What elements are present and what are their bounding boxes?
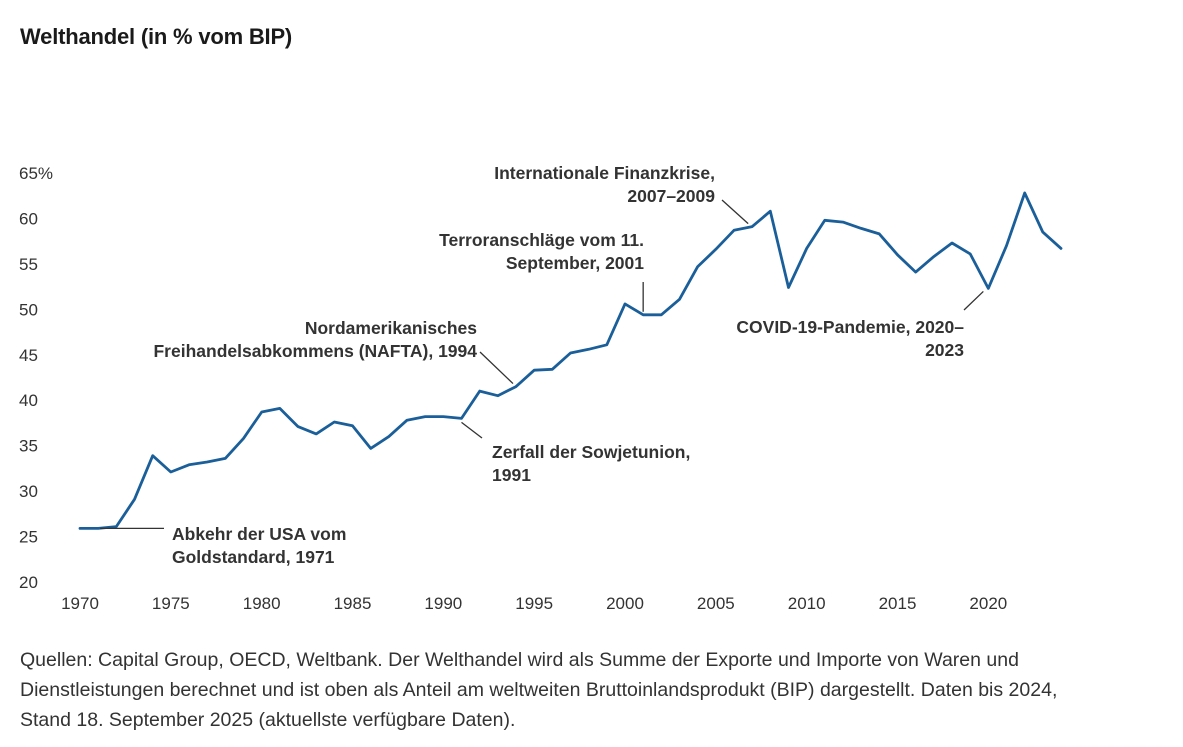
x-tick-label: 2005 (697, 594, 735, 613)
x-tick-label: 1995 (515, 594, 553, 613)
y-tick-label: 40 (19, 391, 38, 410)
chart-title: Welthandel (in % vom BIP) (20, 24, 293, 49)
annotation-label-line: Abkehr der USA vom (172, 524, 346, 544)
annotation-leader-line (963, 290, 984, 311)
annotation-label-line: 2007–2009 (627, 186, 715, 206)
chart-annotations: Abkehr der USA vom Goldstandard, 1971 Zerf… (100, 163, 984, 567)
annotation-label: Abkehr der USA vom Goldstandard, 1971 (172, 524, 346, 567)
chart-series (78, 191, 1063, 530)
source-footnote: Quellen: Capital Group, OECD, Weltbank. … (20, 649, 1058, 731)
y-tick-label: 20 (19, 573, 38, 592)
y-tick-label: 25 (19, 528, 38, 547)
annotation-label-line: 1991 (492, 465, 531, 485)
y-tick-label: 30 (19, 482, 38, 501)
x-tick-label: 2000 (606, 594, 644, 613)
x-tick-label: 1985 (334, 594, 372, 613)
x-tick-label: 2015 (879, 594, 917, 613)
annotation-label-line: Freihandelsabkommens (NAFTA), 1994 (153, 341, 477, 361)
annotation-label: Zerfall der Sowjetunion, 1991 (492, 442, 690, 485)
x-tick-label: 1975 (152, 594, 190, 613)
annotation-leader-line (479, 351, 514, 385)
annotation-label-line: Terroranschläge vom 11. (439, 230, 644, 250)
annotation-label: COVID-19-Pandemie, 2020– 2023 (736, 317, 964, 360)
annotation-label-line: Nordamerikanisches (305, 318, 477, 338)
series-line (78, 191, 1063, 530)
annotation-label-line: Internationale Finanzkrise, (494, 163, 715, 183)
annotation-label-line: COVID-19-Pandemie, 2020– (736, 317, 964, 337)
y-tick-label: 55 (19, 255, 38, 274)
annotation-label-line: September, 2001 (506, 253, 644, 273)
x-tick-label: 1970 (61, 594, 99, 613)
annotation-label-line: 2023 (925, 340, 964, 360)
annotation-label: Internationale Finanzkrise, 2007–2009 (494, 163, 715, 206)
y-tick-label: 50 (19, 300, 38, 319)
annotation-leader-line (461, 421, 483, 439)
y-tick-label: 35 (19, 437, 38, 456)
y-tick-label: 45 (19, 346, 38, 365)
x-tick-label: 1990 (424, 594, 462, 613)
x-tick-label: 2020 (969, 594, 1007, 613)
annotation-label: Terroranschläge vom 11. September, 2001 (439, 230, 644, 273)
annotation-label: Nordamerikanisches Freihandelsabkommens (… (153, 318, 477, 361)
x-tick-label: 2010 (788, 594, 826, 613)
y-axis-ticks: 20 25 30 35 40 45 50 55 60 65% (19, 164, 53, 592)
annotation-leader-line (721, 199, 749, 225)
annotation-label-line: Zerfall der Sowjetunion, (492, 442, 690, 462)
annotation-label-line: Goldstandard, 1971 (172, 547, 335, 567)
x-tick-label: 1980 (243, 594, 281, 613)
y-tick-label: 65% (19, 164, 53, 183)
x-axis-ticks: 1970 1975 1980 1985 1990 1995 2000 2005 2010 2015… (61, 594, 1007, 613)
y-tick-label: 60 (19, 209, 38, 228)
